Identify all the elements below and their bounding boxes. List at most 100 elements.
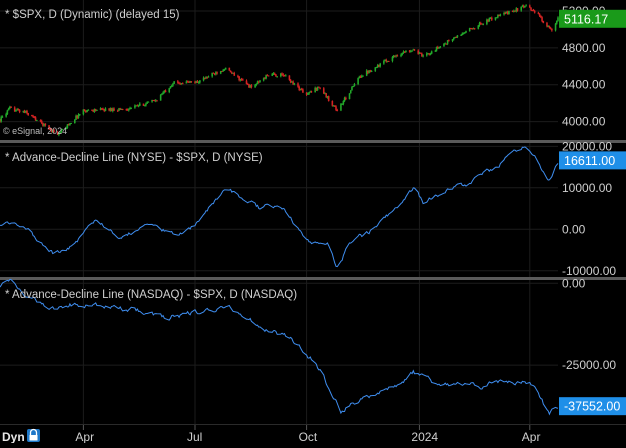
last-value-badge (559, 397, 626, 416)
candle-body (477, 25, 480, 29)
candle-body (112, 108, 114, 112)
candle-body (405, 50, 407, 53)
candle-body (223, 69, 226, 71)
candle-body (488, 18, 491, 22)
x-tick-label: 2024 (411, 430, 438, 443)
candle-body (32, 115, 34, 117)
candle-body (189, 81, 191, 83)
candle-body (7, 108, 10, 111)
candle-body (443, 43, 445, 47)
last-value-badge (559, 9, 626, 28)
candle-body (35, 120, 38, 122)
candle-body (31, 115, 33, 117)
candle-body (163, 90, 166, 93)
candle-body (207, 76, 210, 78)
candle-body (280, 73, 282, 77)
candle-body (92, 110, 95, 112)
candle-body (125, 109, 128, 111)
pane-separator[interactable] (0, 140, 626, 143)
candle-body (74, 119, 76, 124)
y-tick-label: 10000.00 (562, 181, 612, 195)
candle-body (153, 100, 156, 102)
candle-body (267, 75, 270, 77)
candle-body (51, 130, 54, 132)
pane-title: * $SPX, D (Dynamic) (delayed 15) (5, 9, 180, 21)
candle-body (152, 100, 155, 102)
candle-body (100, 108, 103, 110)
pane-title: * Advance-Decline Line (NYSE) - $SPX, D … (5, 152, 263, 164)
candle-body (525, 5, 527, 7)
candle-body (120, 109, 123, 111)
candle-body (172, 83, 174, 86)
y-tick-label: -10000.00 (562, 264, 616, 278)
candle-body (147, 101, 150, 103)
candle-body (533, 11, 536, 13)
pane-separator[interactable] (0, 277, 626, 280)
candle-body (309, 91, 312, 93)
candle-body (541, 17, 543, 21)
candle-body (341, 103, 343, 105)
candle-body (93, 109, 96, 112)
candle-body (113, 108, 115, 111)
candle-body (262, 78, 265, 81)
candle-body (164, 90, 167, 92)
candle-body (445, 43, 448, 45)
candle-body (42, 122, 44, 126)
candle-body (421, 53, 423, 57)
candle-body (505, 11, 508, 14)
candle-body (66, 124, 69, 128)
candle-body (33, 116, 36, 118)
candle-body (13, 107, 16, 112)
candle-body (489, 17, 492, 19)
candle-body (26, 110, 28, 114)
candle-body (305, 92, 308, 95)
candle-body (413, 49, 416, 51)
candle-body (472, 28, 475, 30)
y-tick-label: 4000.00 (562, 115, 606, 129)
candle-body (1, 116, 4, 118)
candle-body (154, 100, 157, 102)
candle-body (173, 81, 175, 84)
candle-body (520, 6, 523, 11)
pane-title: * Advance-Decline Line (NASDAQ) - $SPX, … (5, 289, 297, 301)
candle-body (446, 40, 449, 44)
candle-body (271, 73, 274, 76)
candle-body (284, 75, 287, 77)
candle-body (273, 73, 276, 75)
candle-body (555, 20, 558, 24)
candle-body (334, 105, 336, 107)
y-tick-label: 4800.00 (562, 41, 606, 55)
candle-body (181, 83, 184, 85)
candle-body (385, 60, 388, 62)
lock-icon-shackle (29, 428, 38, 435)
candle-body (170, 85, 173, 87)
candle-body (87, 109, 90, 111)
candle-body (44, 123, 47, 126)
candle-body (357, 78, 359, 85)
candle-body (17, 109, 20, 111)
candle-body (186, 81, 189, 83)
candle-body (246, 83, 249, 85)
candle-body (257, 81, 260, 83)
candle-body (438, 47, 440, 49)
candle-body (292, 81, 294, 85)
candle-body (275, 74, 277, 77)
candle-body (212, 72, 215, 74)
candle-body (190, 81, 193, 83)
candle-body (351, 86, 353, 91)
candle-body (365, 70, 368, 76)
candle-body (96, 109, 98, 111)
candle-body (215, 72, 217, 75)
candle-body (454, 36, 456, 39)
candle-body (110, 108, 113, 112)
candle-body (104, 108, 107, 111)
candle-body (10, 106, 12, 108)
candle-body (343, 97, 346, 102)
candle-body (352, 85, 354, 87)
candle-body (137, 105, 140, 107)
candle-body (232, 72, 234, 74)
candle-body (230, 72, 233, 74)
candle-body (465, 31, 467, 33)
y-tick-label: 20000.00 (562, 139, 612, 153)
